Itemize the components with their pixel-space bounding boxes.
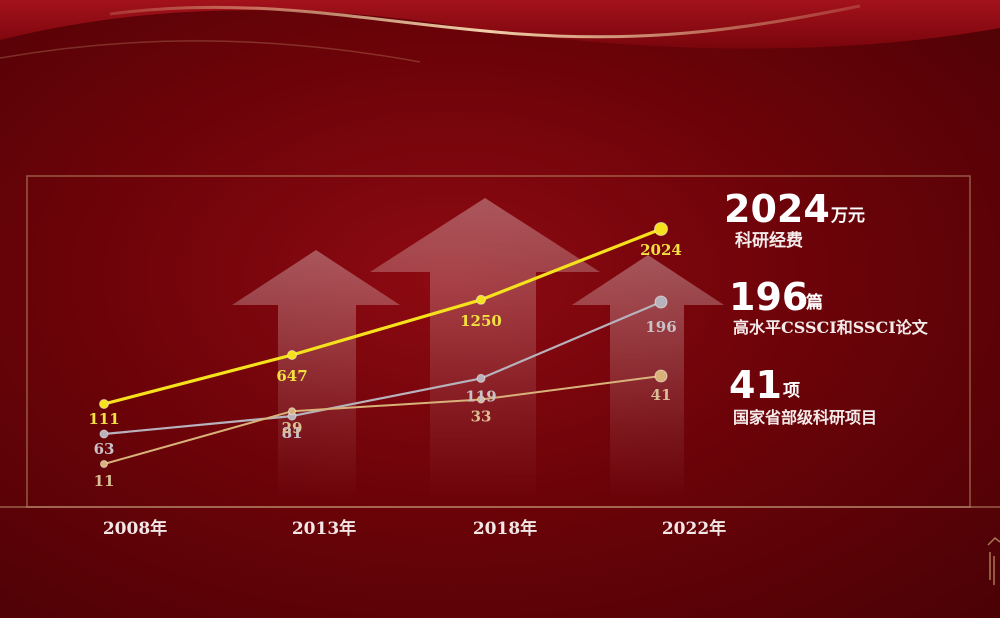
legend-papers-unit: 篇 (805, 292, 823, 313)
legend-funding-unit: 万元 (830, 206, 865, 226)
legend-projects: 41 项 国家省部级科研项目 (729, 363, 877, 427)
data-label-papers-2022: 196 (645, 318, 676, 336)
arrow-decoration-2 (370, 198, 600, 500)
legend-projects-description: 国家省部级科研项目 (733, 408, 877, 427)
header-wave-decoration (0, 0, 1000, 63)
data-label-funding-2018: 1250 (460, 312, 502, 330)
arrow-decoration-1 (232, 250, 400, 500)
corner-ornament-icon (987, 536, 1000, 585)
x-tick-label-2013: 2013年 (292, 518, 356, 539)
series-line-funding (103, 227, 662, 406)
data-label-projects-2013: 29 (282, 419, 303, 437)
legend-papers-description: 高水平CSSCI和SSCI论文 (733, 318, 929, 337)
point-funding-2018 (476, 294, 486, 305)
data-label-funding-2008: 111 (88, 410, 119, 428)
legend-papers: 196 篇 高水平CSSCI和SSCI论文 (729, 275, 929, 337)
point-papers-2018 (476, 373, 486, 383)
x-tick-label-2008: 2008年 (103, 518, 167, 539)
legend-funding: 2024 万元 科研经费 (724, 187, 865, 251)
point-funding-2013 (287, 350, 297, 360)
x-tick-label-2018: 2018年 (473, 518, 537, 539)
point-projects-2013 (288, 407, 296, 416)
legend-projects-value: 41 (729, 363, 782, 407)
data-label-papers-2013: 81 (282, 424, 303, 442)
series-line-projects (103, 375, 662, 465)
series-points (99, 222, 668, 468)
point-papers-2022 (654, 295, 668, 309)
point-funding-2008 (99, 399, 109, 409)
series-line-papers (103, 300, 662, 436)
x-axis-ticks: 2008年 2013年 2018年 2022年 (103, 518, 726, 539)
point-funding-2022 (654, 222, 668, 236)
point-projects-2018 (477, 395, 485, 404)
data-label-papers-2018: 119 (465, 387, 496, 405)
series-lines (103, 227, 662, 465)
data-label-funding-2022: 2024 (640, 241, 682, 259)
legend-projects-unit: 项 (783, 381, 800, 401)
point-projects-2008 (100, 460, 108, 468)
data-label-projects-2018: 33 (471, 408, 492, 426)
data-label-projects-2022: 41 (651, 386, 672, 404)
legend-papers-value: 196 (729, 275, 808, 319)
legend-funding-description: 科研经费 (735, 230, 803, 251)
data-label-funding-2013: 647 (276, 367, 307, 385)
point-papers-2008 (99, 429, 109, 439)
point-projects-2022 (654, 369, 668, 383)
data-labels: 111 647 1250 2024 63 81 119 196 11 29 33… (88, 241, 682, 490)
data-label-papers-2008: 63 (94, 440, 115, 458)
data-label-projects-2008: 11 (94, 472, 115, 490)
legend-funding-value: 2024 (724, 187, 830, 231)
x-tick-label-2022: 2022年 (662, 518, 726, 539)
